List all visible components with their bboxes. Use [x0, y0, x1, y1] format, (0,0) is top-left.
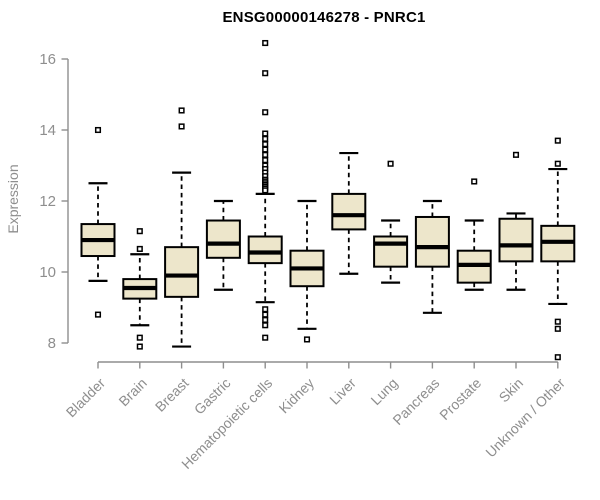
x-tick-label-breast: Breast — [152, 375, 192, 415]
box-liver — [331, 151, 367, 275]
x-tick-label-brain: Brain — [115, 375, 149, 409]
outlier-point — [262, 151, 269, 158]
box-lung — [373, 160, 409, 284]
iqr-box — [498, 217, 534, 263]
x-tick-label-unknown-other: Unknown / Other — [482, 375, 568, 461]
x-tick-label-lung: Lung — [367, 375, 400, 408]
box-hematopoietic-cells — [247, 39, 283, 341]
outlier-point — [136, 334, 143, 341]
outlier-point — [262, 322, 269, 329]
outlier-point — [554, 354, 561, 361]
outlier-point — [303, 336, 311, 343]
iqr-box — [331, 192, 367, 231]
box-bladder — [80, 126, 116, 318]
outlier-point — [262, 39, 269, 47]
y-axis-title: Expression — [5, 164, 21, 234]
outlier-point — [262, 130, 269, 137]
y-axis: 8 10 12 14 16 — [39, 51, 69, 352]
outlier-point — [262, 316, 269, 323]
box-pancreas — [414, 199, 450, 314]
x-tick-label-prostate: Prostate — [436, 375, 484, 423]
outlier-point — [554, 160, 561, 167]
y-tick-label: 12 — [39, 193, 56, 210]
outlier-point — [94, 126, 102, 134]
box-unknown-other — [540, 137, 576, 361]
outlier-point — [554, 318, 561, 325]
outlier-point — [136, 245, 143, 252]
outlier-point — [94, 311, 102, 318]
box-skin — [498, 151, 534, 291]
outlier-point — [387, 160, 394, 167]
outlier-point — [262, 135, 269, 142]
outlier-point — [262, 334, 269, 341]
outlier-point — [136, 228, 143, 235]
y-tick-label: 8 — [48, 335, 56, 352]
x-tick-label-skin: Skin — [496, 375, 527, 406]
box-kidney — [289, 199, 325, 343]
outlier-point — [178, 107, 185, 114]
y-tick-label: 14 — [39, 122, 56, 139]
outlier-point — [262, 306, 269, 313]
iqr-box — [164, 246, 200, 298]
x-tick-label-kidney: Kidney — [276, 375, 318, 417]
outlier-point — [262, 157, 269, 164]
box-breast — [164, 107, 200, 348]
outlier-point — [554, 137, 561, 144]
chart-title: ENSG00000146278 - PNRC1 — [222, 9, 426, 26]
outlier-point — [554, 325, 561, 332]
iqr-box — [414, 215, 450, 268]
x-tick-label-bladder: Bladder — [63, 375, 109, 421]
outlier-point — [262, 141, 269, 148]
iqr-box — [373, 235, 409, 268]
y-tick-label: 16 — [39, 51, 56, 68]
iqr-box — [247, 235, 283, 265]
outlier-point — [262, 146, 269, 153]
outlier-point — [512, 151, 520, 158]
iqr-box — [205, 219, 241, 259]
outlier-point — [471, 178, 478, 185]
outlier-point — [262, 109, 269, 116]
box-gastric — [205, 199, 241, 291]
outlier-point — [136, 343, 143, 350]
y-tick-label: 10 — [39, 264, 56, 281]
box-prostate — [456, 178, 492, 291]
outlier-point — [178, 123, 185, 130]
outlier-point — [262, 70, 269, 77]
outlier-point — [262, 311, 269, 318]
outlier-point — [262, 187, 269, 194]
box-brain — [122, 228, 158, 350]
x-tick-label-liver: Liver — [326, 375, 359, 408]
